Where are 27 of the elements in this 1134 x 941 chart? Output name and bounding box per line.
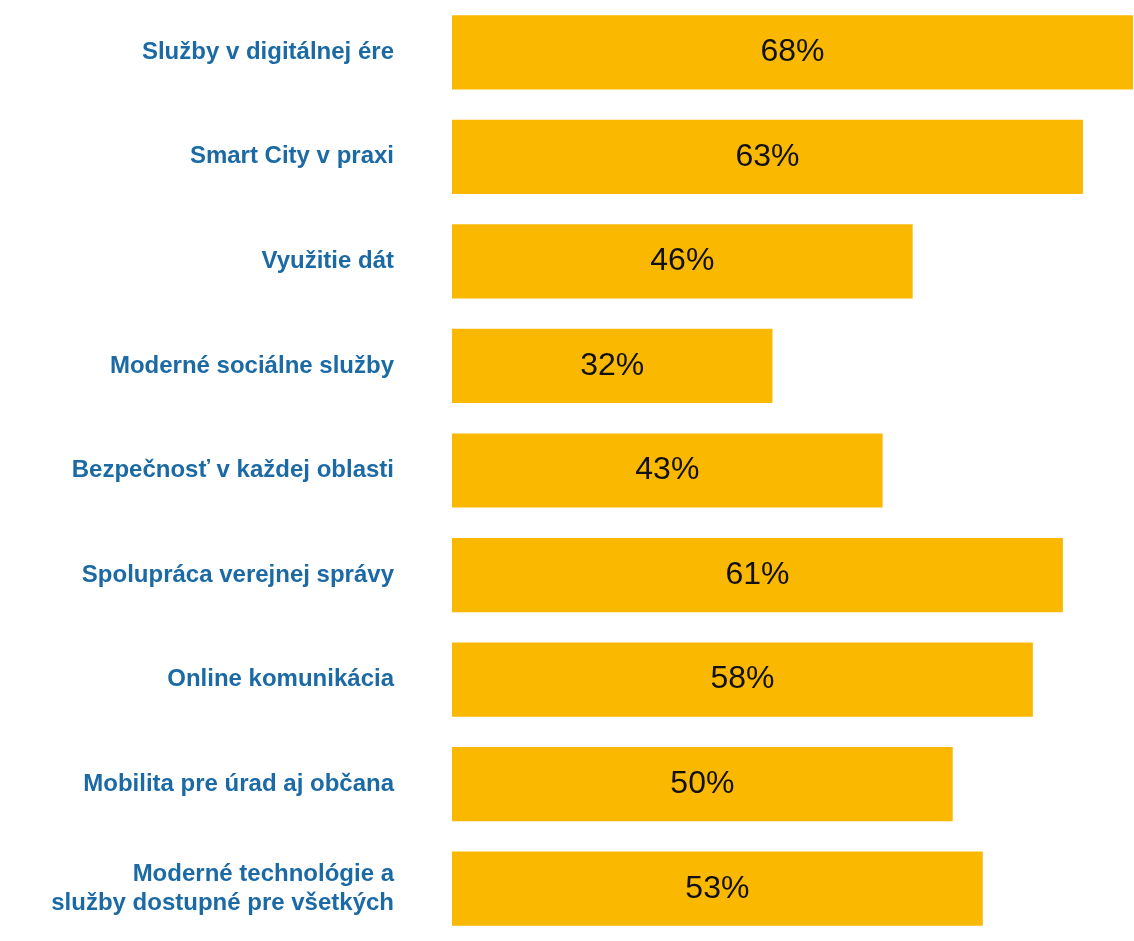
data-label: 61%: [725, 554, 790, 591]
data-label: 43%: [635, 450, 700, 487]
data-label: 46%: [650, 241, 715, 278]
data-label: 50%: [670, 763, 735, 800]
bar: [452, 747, 953, 822]
bar: [452, 851, 983, 926]
y-tick-label: Moderné sociálne služby: [109, 350, 395, 378]
y-tick-label: Bezpečnosť v každej oblasti: [71, 455, 394, 483]
bar: [452, 328, 773, 404]
bar: [452, 537, 1063, 613]
bar: [452, 224, 913, 299]
y-tick-label: Mobilita pre úrad aj občana: [83, 768, 395, 796]
data-label: 58%: [710, 659, 775, 696]
bar: [452, 642, 1033, 717]
data-label: 53%: [685, 868, 750, 905]
y-tick-label: Online komunikácia: [167, 664, 395, 692]
data-label: 68%: [760, 32, 825, 69]
data-label: 63%: [735, 136, 800, 173]
y-tick-label: Využitie dát: [261, 246, 395, 274]
bar: [452, 119, 1083, 194]
y-tick-label: Smart City v praxi: [189, 141, 394, 169]
data-label: 32%: [580, 345, 645, 382]
y-tick-label: Služby v digitálnej ére: [141, 36, 394, 64]
y-tick-label: Moderné technológie a služby dostupné pre všetkých: [51, 858, 395, 915]
bar: [452, 15, 1133, 90]
bar: [452, 433, 883, 508]
y-tick-label: Spolupráca verejnej správy: [81, 559, 395, 587]
